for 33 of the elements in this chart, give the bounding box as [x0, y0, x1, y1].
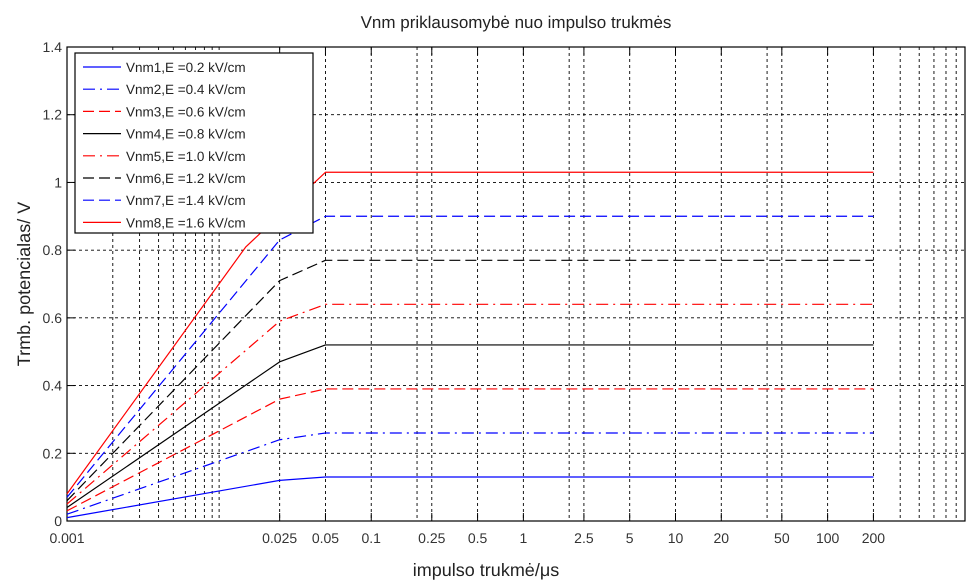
y-tick-label: 0.4 [42, 378, 62, 394]
x-tick-label: 200 [862, 530, 886, 546]
legend-label: Vnm1,E =0.2 kV/cm [126, 60, 246, 75]
y-tick-label: 0.6 [42, 310, 62, 326]
x-tick-label: 20 [714, 530, 730, 546]
x-tick-label: 2.5 [574, 530, 594, 546]
x-tick-label: 10 [668, 530, 684, 546]
y-tick-label: 1.2 [42, 106, 62, 123]
y-tick-label: 1.4 [42, 39, 62, 55]
x-tick-label: 50 [774, 530, 790, 546]
x-tick-label: 0.05 [312, 530, 340, 546]
y-tick-label: 0.2 [42, 445, 62, 462]
x-tick-label: 0.1 [362, 530, 382, 546]
legend-label: Vnm5,E =1.0 kV/cm [126, 148, 246, 164]
legend-label: Vnm6,E =1.2 kV/cm [126, 171, 246, 186]
y-tick-label: 0.8 [42, 242, 62, 258]
x-tick-label: 100 [816, 530, 840, 546]
x-tick-label: 5 [626, 530, 634, 546]
legend-label: Vnm3,E =0.6 kV/cm [126, 104, 246, 120]
x-tick-label: 1 [519, 530, 528, 546]
legend-label: Vnm2,E =0.4 kV/cm [126, 82, 246, 98]
y-axis-title: Trmb. potencialas/ V [14, 202, 34, 366]
y-tick-label: 0 [54, 513, 62, 529]
x-tick-label: 0.001 [49, 530, 85, 546]
legend-label: Vnm8,E =1.6 kV/cm [126, 215, 246, 230]
y-tick-label: 1 [54, 174, 62, 190]
x-axis-title: impulso trukmė/μs [412, 560, 560, 580]
legend-label: Vnm7,E =1.4 kV/cm [126, 193, 246, 208]
x-tick-label: 0.25 [418, 530, 446, 546]
x-tick-label: 0.5 [468, 530, 488, 546]
legend-label: Vnm4,E =0.8 kV/cm [126, 126, 246, 142]
x-tick-label: 0.025 [262, 530, 298, 546]
chart-title: Vnm priklausomybė nuo impulso trukmės [360, 13, 672, 32]
